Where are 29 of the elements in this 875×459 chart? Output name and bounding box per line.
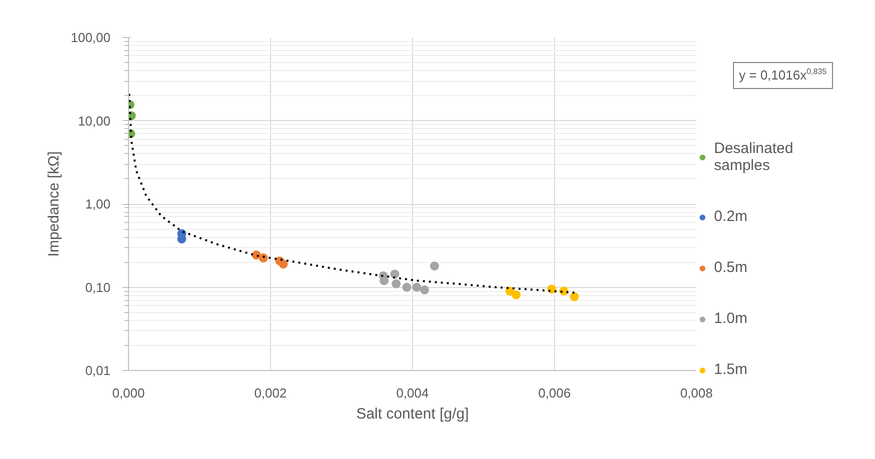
point <box>547 284 556 294</box>
x-tick-label: 0,008 <box>680 386 713 400</box>
point <box>258 253 268 262</box>
legend-label: 1.5m <box>714 361 748 378</box>
y-tick-label: 0,10 <box>85 280 111 295</box>
x-tick-label: 0,002 <box>254 386 287 400</box>
point <box>278 260 288 269</box>
y-tick-label: 1,00 <box>85 196 111 212</box>
text: y = 0,1016x$^{0,835}$ <box>739 66 827 84</box>
y-axis-title: Impedance [kΩ] <box>46 151 63 257</box>
legend-label: 0.2m <box>714 208 748 225</box>
point <box>570 292 579 302</box>
point <box>392 279 401 288</box>
x-tick-label: 0,004 <box>396 386 429 400</box>
y-tick-label: 0,01 <box>85 363 111 378</box>
point <box>412 282 422 292</box>
point <box>402 282 412 292</box>
legend-label: 0.5m <box>714 259 748 276</box>
point <box>430 262 440 270</box>
x-axis-title: Salt content [g/g] <box>356 406 469 422</box>
point <box>420 285 430 294</box>
point <box>512 290 521 300</box>
legend-label: Desalinated samples <box>714 140 794 174</box>
x-tick-label: 0,006 <box>538 386 571 400</box>
y-tick-label: 10,00 <box>78 113 111 128</box>
y-tick-label: 100,00 <box>70 30 111 45</box>
x-tick-label: 0,000 <box>112 386 145 400</box>
legend-label: 1.0m <box>714 310 748 327</box>
point <box>390 270 400 279</box>
